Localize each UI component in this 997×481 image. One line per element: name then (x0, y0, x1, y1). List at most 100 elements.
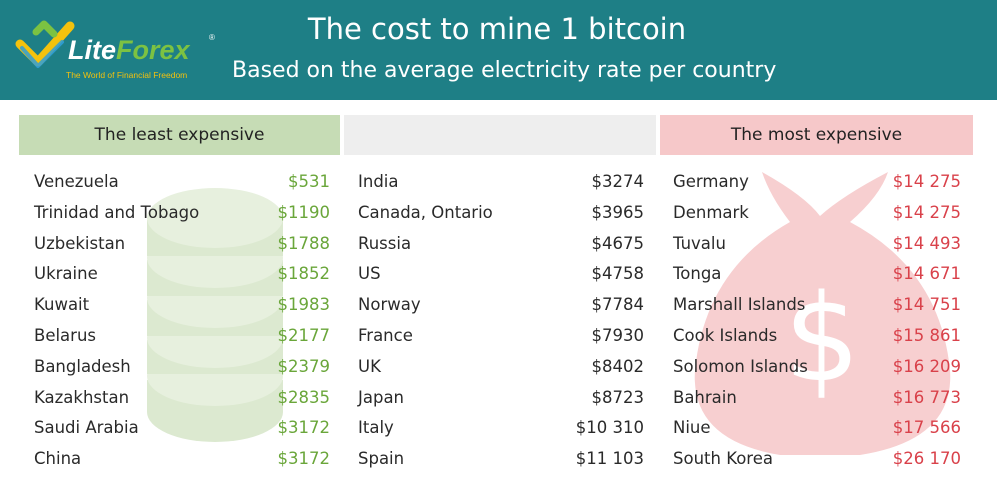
country-name: Russia (358, 233, 412, 253)
mining-cost-value: $8723 (591, 387, 645, 407)
country-name: France (358, 326, 413, 345)
dollar-sign-icon: $ (784, 270, 860, 409)
table-row: Cook Islands $15 861 (673, 320, 961, 351)
country-name: Italy (358, 418, 394, 438)
table-row: China $3172 (34, 443, 330, 474)
table-row: Ukraine $1852 (34, 258, 330, 289)
background-decor: $ (147, 172, 951, 455)
table-row: Solomon Islands $16 209 (673, 351, 961, 382)
table-row: Uzbekistan $1788 (34, 228, 330, 259)
country-name: Tonga (673, 264, 722, 284)
country-name: Venezuela (34, 172, 119, 191)
table-row: Tonga $14 671 (673, 258, 961, 289)
country-name: Saudi Arabia (34, 418, 139, 438)
table-row: Saudi Arabia $3172 (34, 412, 330, 443)
mining-cost-value: $1852 (277, 264, 331, 284)
mining-cost-value: $15 861 (892, 326, 961, 345)
country-name: Trinidad and Tobago (34, 202, 200, 222)
table-area: $ The least expensive The most expensive… (0, 100, 997, 481)
logo-tagline: The World of Financial Freedom (66, 70, 187, 80)
mining-cost-value: $3172 (277, 418, 331, 438)
table-row: Kazakhstan $2835 (34, 382, 330, 413)
table-row: Japan $8723 (358, 382, 644, 413)
mining-cost-value: $3172 (277, 449, 331, 469)
mining-cost-value: $3274 (591, 172, 645, 191)
country-name: UK (358, 356, 381, 376)
mining-cost-value: $10 310 (575, 418, 644, 438)
country-name: Belarus (34, 326, 97, 345)
country-name: Canada, Ontario (358, 202, 493, 222)
country-name: India (358, 172, 399, 191)
mining-cost-value: $531 (288, 172, 330, 191)
mining-cost-value: $16 209 (892, 356, 961, 376)
svg-text:®: ® (209, 33, 215, 42)
logo-mark-icon (15, 20, 75, 68)
mining-cost-value: $26 170 (892, 449, 961, 469)
country-name: Japan (358, 387, 405, 407)
mining-cost-value: $1788 (277, 233, 331, 253)
table-row: Canada, Ontario $3965 (358, 197, 644, 228)
table-row: Venezuela $531 (34, 166, 330, 197)
mining-cost-value: $17 566 (892, 418, 961, 438)
mining-cost-value: $14 493 (892, 233, 961, 253)
mining-cost-value: $14 275 (892, 202, 961, 222)
mining-cost-value: $1190 (277, 202, 331, 222)
table-row: Spain $11 103 (358, 443, 644, 474)
mining-cost-value: $2177 (277, 326, 331, 345)
mining-cost-value: $16 773 (892, 387, 961, 407)
table-row: US $4758 (358, 258, 644, 289)
mining-cost-value: $14 751 (892, 295, 961, 315)
table-row: Russia $4675 (358, 228, 644, 259)
country-name: Ukraine (34, 264, 98, 284)
coin-stack-icon (147, 188, 283, 442)
table-row: India $3274 (358, 166, 644, 197)
logo-wordmark: LiteForex (68, 35, 191, 65)
mining-cost-value: $7784 (591, 295, 645, 315)
mining-cost-value: $3965 (591, 202, 645, 222)
table-row: South Korea $26 170 (673, 443, 961, 474)
table-row: Kuwait $1983 (34, 289, 330, 320)
country-name: Denmark (673, 202, 749, 222)
country-name: Germany (673, 172, 749, 191)
table-row: France $7930 (358, 320, 644, 351)
column-heading-most-expensive: The most expensive (660, 115, 973, 155)
mining-cost-value: $11 103 (575, 449, 644, 469)
mining-cost-value: $14 671 (892, 264, 961, 284)
country-name: Niue (673, 418, 711, 438)
table-row: Trinidad and Tobago $1190 (34, 197, 330, 228)
header-banner: LiteForex ® The World of Financial Freed… (0, 0, 997, 100)
country-name: Uzbekistan (34, 233, 126, 253)
table-row: Bahrain $16 773 (673, 382, 961, 413)
table-row: Marshall Islands $14 751 (673, 289, 961, 320)
table-row: Bangladesh $2379 (34, 351, 330, 382)
country-name: Spain (358, 449, 405, 469)
page-subtitle: Based on the average electricity rate pe… (232, 58, 777, 83)
country-name: South Korea (673, 449, 773, 469)
country-name: Marshall Islands (673, 295, 806, 315)
table-row: Norway $7784 (358, 289, 644, 320)
mining-cost-value: $14 275 (892, 172, 961, 191)
table-row: Niue $17 566 (673, 412, 961, 443)
country-name: Solomon Islands (673, 356, 808, 376)
country-name: Kazakhstan (34, 387, 130, 407)
table-row: Italy $10 310 (358, 412, 644, 443)
liteforex-logo: LiteForex ® The World of Financial Freed… (15, 20, 215, 80)
page-title: The cost to mine 1 bitcoin (307, 12, 687, 46)
table-row: Belarus $2177 (34, 320, 330, 351)
mining-cost-value: $7930 (591, 326, 645, 345)
table-row: UK $8402 (358, 351, 644, 382)
column-heading-least-expensive: The least expensive (19, 115, 340, 155)
country-name: US (358, 264, 381, 284)
table-row: Germany $14 275 (673, 166, 961, 197)
mining-cost-value: $4675 (591, 233, 645, 253)
country-name: Tuvalu (673, 233, 726, 253)
country-name: Norway (358, 295, 421, 315)
table-row: Denmark $14 275 (673, 197, 961, 228)
mining-cost-value: $8402 (591, 356, 645, 376)
country-name: Kuwait (34, 295, 90, 315)
table-row: Tuvalu $14 493 (673, 228, 961, 259)
country-name: Bangladesh (34, 356, 131, 376)
mining-cost-value: $2379 (277, 356, 331, 376)
mining-cost-value: $4758 (591, 264, 645, 284)
country-name: Bahrain (673, 387, 737, 407)
